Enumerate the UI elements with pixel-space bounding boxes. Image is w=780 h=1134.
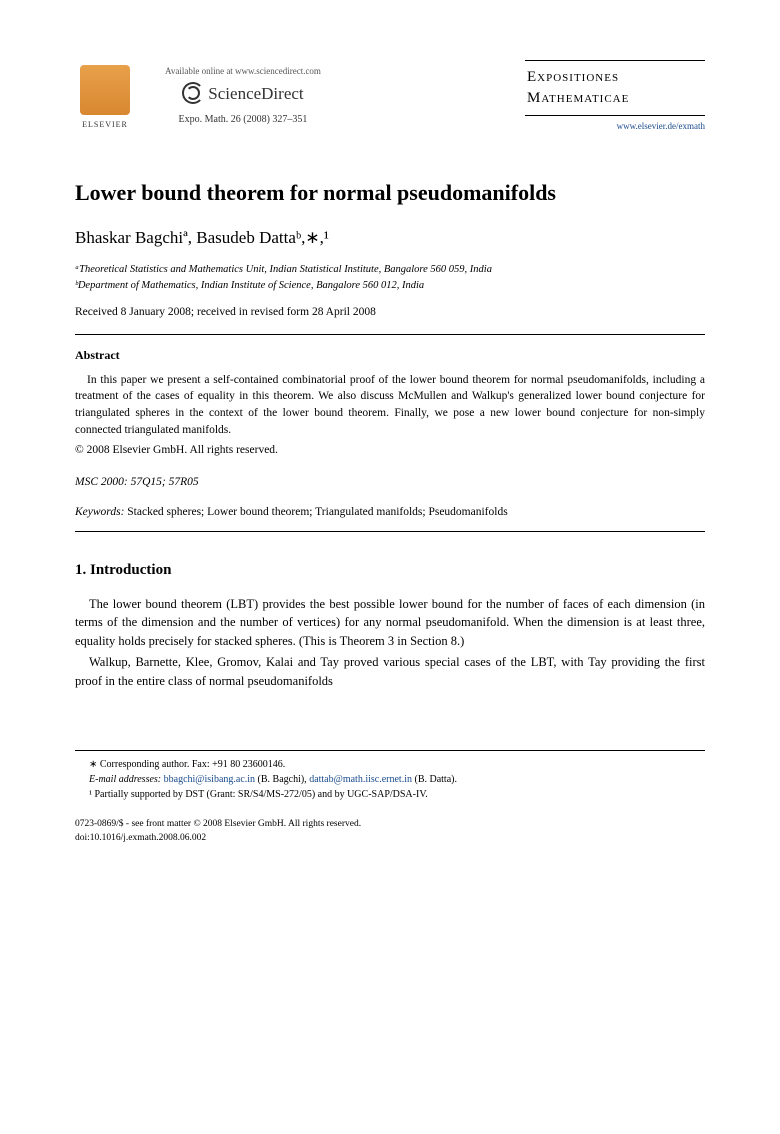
msc-line: MSC 2000: 57Q15; 57R05 (75, 474, 705, 490)
intro-para-2: Walkup, Barnette, Klee, Gromov, Kalai an… (75, 653, 705, 691)
journal-title-line2: Mathematicae (527, 88, 703, 109)
affiliations-block: ᵃTheoretical Statistics and Mathematics … (75, 262, 705, 294)
footnotes-block: ∗ Corresponding author. Fax: +91 80 2360… (75, 750, 705, 802)
journal-title-box: Expositiones Mathematicae (525, 60, 705, 116)
journal-reference: Expo. Math. 26 (2008) 327–351 (165, 113, 321, 127)
affiliation-a: ᵃTheoretical Statistics and Mathematics … (75, 262, 705, 278)
elsevier-tree-icon (80, 65, 130, 115)
section-1-heading: 1. Introduction (75, 560, 705, 581)
authors-line: Bhaskar Bagchiª, Basudeb Dattaᵇ,∗,¹ (75, 226, 705, 250)
email-addresses-line: E-mail addresses: bbagchi@isibang.ac.in … (75, 772, 705, 787)
email-name-2: (B. Datta). (414, 774, 457, 785)
keywords-label: Keywords: (75, 506, 124, 518)
rule-below-keywords (75, 531, 705, 532)
elsevier-logo: ELSEVIER (75, 60, 135, 130)
rule-above-abstract (75, 334, 705, 335)
msc-codes: 57Q15; 57R05 (131, 476, 199, 488)
keywords-text: Stacked spheres; Lower bound theorem; Tr… (127, 506, 507, 518)
intro-para-1: The lower bound theorem (LBT) provides t… (75, 595, 705, 651)
email-label: E-mail addresses: (89, 774, 161, 785)
support-note: ¹ Partially supported by DST (Grant: SR/… (75, 787, 705, 802)
journal-title-line1: Expositiones (527, 67, 703, 88)
keywords-line: Keywords: Stacked spheres; Lower bound t… (75, 504, 705, 520)
page-footer: 0723-0869/$ - see front matter © 2008 El… (75, 818, 705, 845)
sd-available-text: Available online at www.sciencedirect.co… (165, 65, 321, 78)
msc-label: MSC 2000: (75, 476, 128, 488)
article-title: Lower bound theorem for normal pseudoman… (75, 178, 705, 209)
affiliation-b: ᵇDepartment of Mathematics, Indian Insti… (75, 278, 705, 294)
header-left: ELSEVIER Available online at www.science… (75, 60, 321, 130)
article-dates: Received 8 January 2008; received in rev… (75, 304, 705, 320)
sciencedirect-block: Available online at www.sciencedirect.co… (165, 60, 321, 127)
journal-url-link[interactable]: www.elsevier.de/exmath (525, 120, 705, 133)
footer-doi: doi:10.1016/j.exmath.2008.06.002 (75, 832, 705, 845)
journal-box-wrapper: Expositiones Mathematicae www.elsevier.d… (525, 60, 705, 133)
sciencedirect-name: ScienceDirect (208, 82, 303, 106)
sd-swirl-icon (182, 82, 204, 104)
abstract-text: In this paper we present a self-containe… (75, 372, 705, 439)
elsevier-label: ELSEVIER (82, 119, 128, 130)
corresponding-author-note: ∗ Corresponding author. Fax: +91 80 2360… (75, 757, 705, 772)
page-header: ELSEVIER Available online at www.science… (75, 60, 705, 133)
email-link-2[interactable]: dattab@math.iisc.ernet.in (309, 774, 412, 785)
sciencedirect-logo: ScienceDirect (165, 82, 321, 106)
email-name-1: (B. Bagchi), (258, 774, 307, 785)
email-link-1[interactable]: bbagchi@isibang.ac.in (164, 774, 255, 785)
abstract-copyright: © 2008 Elsevier GmbH. All rights reserve… (75, 442, 705, 458)
footer-front-matter: 0723-0869/$ - see front matter © 2008 El… (75, 818, 705, 831)
abstract-heading: Abstract (75, 347, 705, 364)
